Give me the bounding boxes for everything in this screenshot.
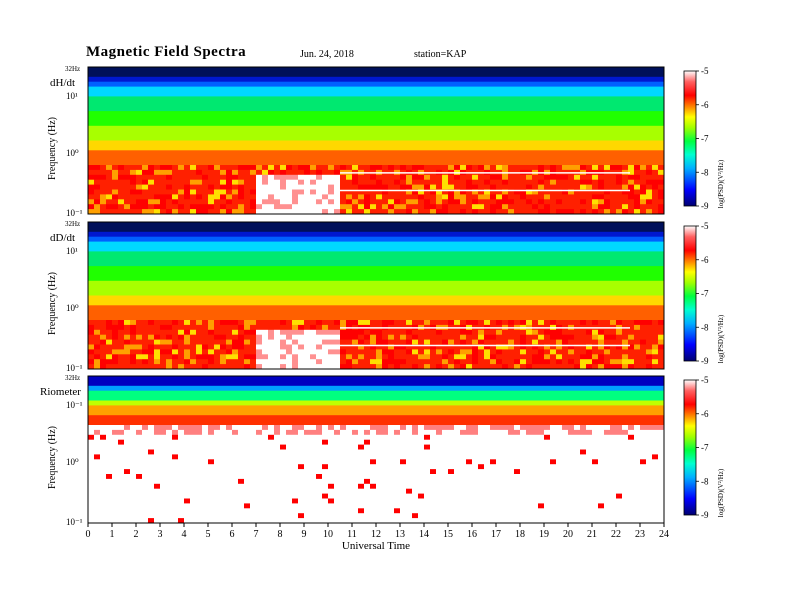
x-axis-label: Universal Time	[342, 540, 410, 552]
x-tick-label: 23	[635, 529, 645, 540]
y-axis-label: Frequency (Hz)	[47, 426, 58, 489]
colorbar	[683, 225, 697, 362]
y-tick-label: 10⁻¹	[66, 400, 83, 410]
x-tick-label: 20	[563, 529, 573, 540]
top-frequency-label: 32Hz	[65, 220, 80, 228]
spectrogram-image	[88, 222, 665, 370]
x-tick-label: 24	[659, 529, 669, 540]
colorbar-tick-label: -7	[701, 134, 709, 144]
x-tick-label: 0	[86, 529, 91, 540]
colorbar-tick-label: -7	[701, 443, 709, 453]
panel-3: Riometer 32Hz 10⁻¹ 10⁰ 10⁻¹ Frequency (Hz) -5 -…	[40, 374, 725, 527]
y-tick-label: 10⁰	[66, 303, 79, 313]
y-tick-label: 10⁰	[66, 457, 79, 467]
colorbar-tick-label: -9	[701, 356, 709, 366]
colorbar-tick-label: -6	[701, 255, 709, 265]
colorbar-tick-label: -9	[701, 201, 709, 211]
colorbar-tick-label: -8	[701, 167, 709, 177]
x-tick-label: 22	[611, 529, 621, 540]
x-tick-label: 21	[587, 529, 597, 540]
x-tick-label: 19	[539, 529, 549, 540]
x-tick-label: 2	[134, 529, 139, 540]
x-tick-label: 6	[230, 529, 235, 540]
spectrogram-image	[88, 376, 665, 524]
colorbar-tick-label: -8	[701, 476, 709, 486]
panel-label: Riometer	[40, 386, 81, 398]
x-tick-label: 7	[254, 529, 259, 540]
colorbar-tick-label: -6	[701, 409, 709, 419]
y-axis-label: Frequency (Hz)	[47, 117, 58, 180]
y-tick-label: 10⁻¹	[66, 517, 83, 527]
colorbar-label: log(PSD)(V²/Hz)	[717, 159, 725, 208]
y-tick-label: 10⁻¹	[66, 363, 83, 373]
panel-frame	[87, 221, 665, 370]
top-frequency-label: 32Hz	[65, 374, 80, 382]
date-label: Jun. 24, 2018	[300, 49, 354, 60]
colorbar-tick-label: -5	[701, 375, 709, 385]
x-tick-label: 5	[206, 529, 211, 540]
colorbar-tick-label: -5	[701, 66, 709, 76]
colorbar-tick-label: -9	[701, 510, 709, 520]
colorbar	[683, 379, 697, 516]
panel-label: dH/dt	[50, 77, 75, 89]
station-label: station=KAP	[414, 49, 467, 60]
panel-2: dD/dt 32Hz 10¹ 10⁰ 10⁻¹ Frequency (Hz) -5 -6 -7 -…	[47, 220, 725, 373]
x-tick-label: 3	[158, 529, 163, 540]
x-tick-label: 4	[182, 529, 187, 540]
x-tick-label: 11	[347, 529, 357, 540]
y-axis-label: Frequency (Hz)	[47, 272, 58, 335]
x-tick-label: 18	[515, 529, 525, 540]
colorbar	[683, 70, 697, 207]
figure-title: Magnetic Field Spectra	[86, 44, 247, 60]
colorbar-tick-label: -5	[701, 221, 709, 231]
colorbar-tick-label: -8	[701, 322, 709, 332]
panel-label: dD/dt	[50, 232, 75, 244]
x-tick-label: 8	[278, 529, 283, 540]
spectrogram-image	[88, 67, 665, 215]
top-frequency-label: 32Hz	[65, 65, 80, 73]
panel-1: dH/dt 32Hz 10¹ 10⁰ 10⁻¹ Frequency (Hz) -5 -6 -7 -…	[47, 65, 725, 218]
y-tick-label: 10⁰	[66, 148, 79, 158]
y-tick-label: 10⁻¹	[66, 208, 83, 218]
x-tick-label: 17	[491, 529, 501, 540]
panel-frame	[87, 66, 665, 215]
x-tick-label: 10	[323, 529, 333, 540]
x-tick-label: 9	[302, 529, 307, 540]
colorbar-tick-label: -6	[701, 100, 709, 110]
x-tick-label: 1	[110, 529, 115, 540]
x-tick-label: 12	[371, 529, 381, 540]
colorbar-tick-label: -7	[701, 289, 709, 299]
x-tick-label: 15	[443, 529, 453, 540]
x-tick-label: 14	[419, 529, 429, 540]
y-tick-label: 10¹	[66, 91, 78, 101]
x-tick-label: 13	[395, 529, 405, 540]
y-tick-label: 10¹	[66, 246, 78, 256]
colorbar-label: log(PSD)(V²/Hz)	[717, 468, 725, 517]
x-tick-label: 16	[467, 529, 477, 540]
colorbar-label: log(PSD)(V²/Hz)	[717, 314, 725, 363]
